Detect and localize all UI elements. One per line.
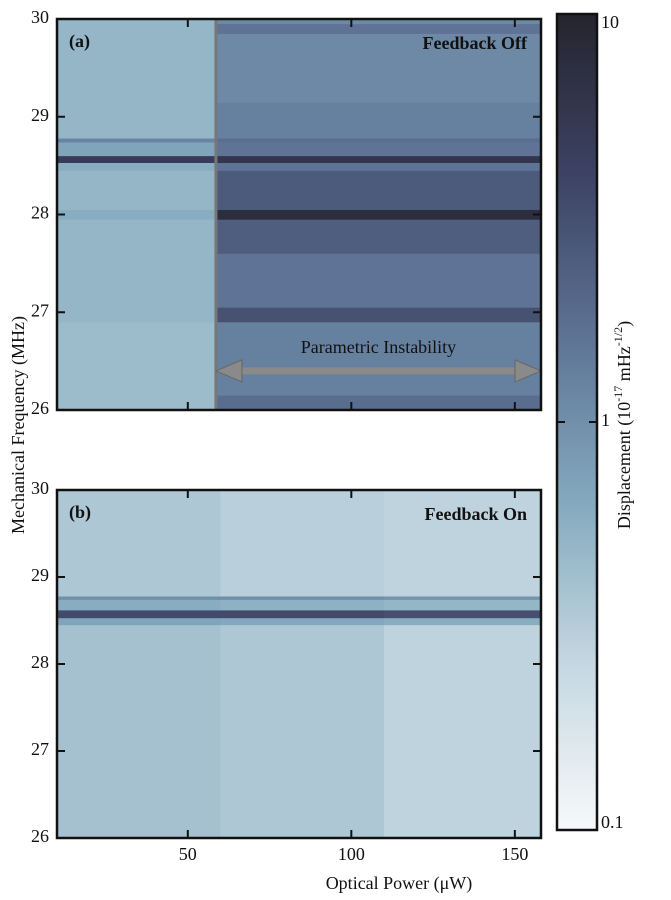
colorbar-label: Displacement (10-17 mHz-1/2) [611, 321, 635, 529]
heatmap-cell [215, 322, 542, 396]
heatmap-cell [57, 219, 217, 254]
panel-label: (b) [69, 502, 91, 523]
y-tick-label: 26 [31, 398, 49, 418]
y-tick-label: 27 [31, 739, 49, 759]
panel-label: (a) [69, 31, 90, 52]
heatmap-cell [215, 170, 542, 210]
arrow-head [514, 359, 543, 383]
heatmap-cell [57, 617, 222, 626]
heatmap-cell [215, 102, 542, 139]
heatmap-cell [384, 490, 542, 597]
x-tick-label: 150 [501, 844, 528, 864]
x-tick-label: 100 [338, 844, 365, 864]
heatmap-cell [57, 322, 217, 396]
heatmap-cell [57, 155, 217, 163]
colorbar-label-part: -17 [611, 386, 625, 402]
colorbar-label-part: Displacement (10 [614, 402, 635, 529]
heatmap-cell [215, 33, 542, 103]
y-axis-label: Mechanical Frequency (MHz) [8, 316, 29, 534]
colorbar-tick-label: 0.1 [601, 812, 624, 832]
heatmap-cell [57, 599, 222, 611]
heatmap-cell [57, 610, 222, 619]
y-tick-label: 28 [31, 652, 49, 672]
y-tick-label: 28 [31, 203, 49, 223]
y-tick-label: 26 [31, 826, 49, 846]
colorbar-tick-label: 1 [601, 410, 610, 430]
heatmap-cell [220, 624, 385, 839]
heatmap-cell [215, 253, 542, 308]
heatmap-cell [57, 102, 217, 139]
heatmap-cell [57, 138, 217, 143]
heatmap-cell [384, 596, 542, 600]
heatmap-cell [57, 19, 217, 25]
heatmap-cell [215, 155, 542, 163]
colorbar-label-part: mHz [614, 346, 634, 386]
heatmap-cell [57, 170, 217, 210]
heatmap-cell [57, 33, 217, 103]
x-axis-label: Optical Power (μW) [326, 873, 473, 894]
heatmap-cell [57, 395, 217, 411]
heatmap-cell [57, 162, 217, 171]
heatmap-cell [57, 624, 222, 839]
y-tick-label: 27 [31, 300, 49, 320]
y-tick-label: 30 [31, 478, 49, 498]
heatmap-cell [220, 490, 385, 597]
heatmap-cell [215, 23, 542, 34]
panel-title: Feedback On [424, 504, 527, 524]
colorbar-label-part: ) [614, 321, 635, 327]
colorbar-tick-label: 10 [601, 12, 619, 32]
arrow-head [214, 359, 243, 383]
y-tick-label: 30 [31, 7, 49, 27]
heatmap-cell [220, 599, 385, 611]
heatmap-cell [57, 23, 217, 34]
heatmap-cell [215, 209, 542, 220]
x-tick-label: 50 [179, 844, 197, 864]
panel-title: Feedback Off [423, 33, 528, 53]
heatmap-cell [220, 596, 385, 600]
annotation-text: Parametric Instability [301, 337, 456, 357]
heatmap-cell [57, 209, 217, 220]
heatmap-cell [215, 19, 542, 25]
heatmap-cell [215, 219, 542, 254]
heatmap-cell [384, 599, 542, 611]
colorbar-label-part: -1/2 [611, 327, 625, 346]
heatmap-cell [384, 610, 542, 619]
heatmap-cell [57, 490, 222, 597]
heatmap-cell [215, 138, 542, 143]
heatmap-cell [57, 142, 217, 157]
heatmap-cell [220, 617, 385, 626]
heatmap-cell [215, 395, 542, 411]
heatmap-cell [57, 307, 217, 323]
y-tick-label: 29 [31, 565, 49, 585]
heatmap-cell [220, 610, 385, 619]
heatmap-cell [57, 253, 217, 308]
heatmap-cell [384, 624, 542, 839]
heatmap-cell [57, 596, 222, 600]
heatmap-cell [215, 142, 542, 157]
heatmap-cell [215, 307, 542, 323]
y-tick-label: 29 [31, 105, 49, 125]
heatmap-cell [384, 617, 542, 626]
heatmap-cell [215, 162, 542, 171]
